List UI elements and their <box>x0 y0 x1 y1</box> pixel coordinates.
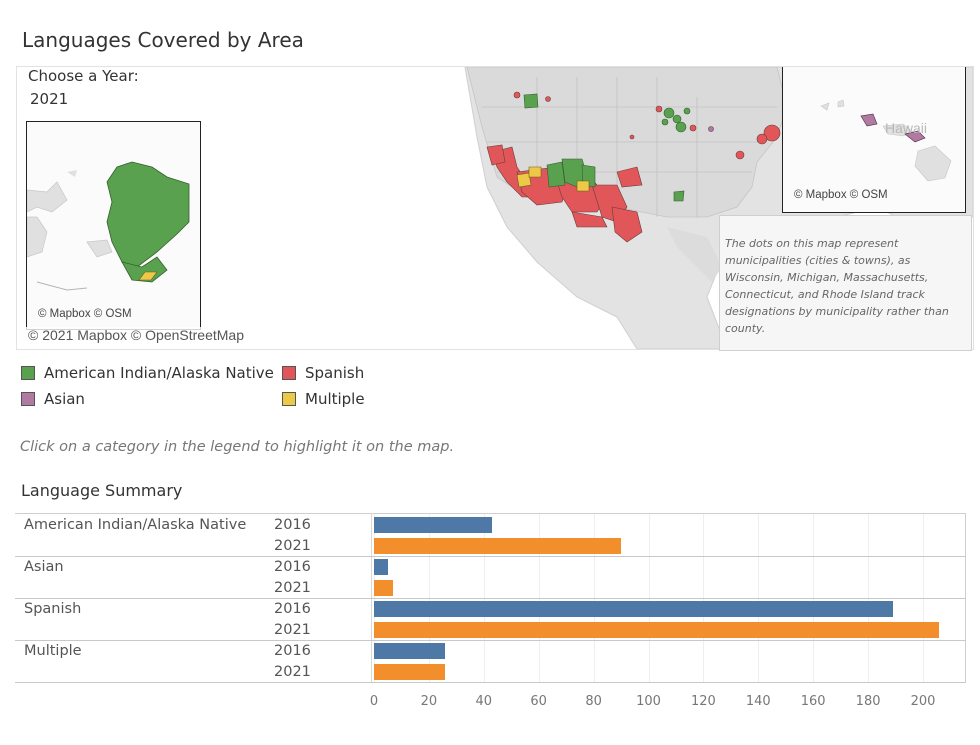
page-title: Languages Covered by Area <box>22 28 304 52</box>
series-year-label: 2021 <box>274 664 311 680</box>
year-filter-label: Choose a Year: <box>28 67 139 85</box>
map-tooltip: The dots on this map represent municipal… <box>719 215 972 351</box>
multiple-regions[interactable] <box>516 166 590 192</box>
language-summary-chart[interactable]: American Indian/Alaska Native 2016 2021 Asi… <box>15 513 966 718</box>
x-tick-label: 160 <box>800 694 826 709</box>
x-tick-label: 80 <box>585 694 602 709</box>
x-tick-label: 40 <box>475 694 493 709</box>
x-tick-label: 20 <box>420 694 438 709</box>
bar[interactable] <box>374 559 388 575</box>
row-separator <box>15 682 966 683</box>
legend-label: Spanish <box>305 364 365 382</box>
category-label: Asian <box>24 559 64 575</box>
x-tick-label: 100 <box>636 694 661 709</box>
x-tick-label: 0 <box>369 694 379 709</box>
row-separator <box>15 556 966 557</box>
bar[interactable] <box>374 538 622 554</box>
bar[interactable] <box>374 622 940 638</box>
legend-item-spanish[interactable]: Spanish <box>282 364 364 382</box>
legend-swatch <box>21 366 35 380</box>
hawaii-attribution: © Mapbox © OSM <box>794 189 888 201</box>
category-label: American Indian/Alaska Native <box>24 517 247 533</box>
legend-label: American Indian/Alaska Native <box>44 364 274 382</box>
series-year-label: 2016 <box>274 601 311 617</box>
alaska-map <box>27 161 190 291</box>
american-indian-regions[interactable] <box>523 93 691 202</box>
bar[interactable] <box>374 601 893 617</box>
series-year-label: 2021 <box>274 580 311 596</box>
alaska-inset[interactable]: © Mapbox © OSM <box>26 121 201 330</box>
hawaii-map <box>820 99 952 182</box>
chart-frame-top <box>15 513 966 514</box>
alaska-attribution: © Mapbox © OSM <box>38 308 132 320</box>
legend-label: Multiple <box>305 390 365 408</box>
row-separator <box>15 640 966 641</box>
x-tick-label: 200 <box>910 694 936 709</box>
asian-regions[interactable] <box>708 126 714 132</box>
row-separator <box>15 598 966 599</box>
map-panel[interactable]: © Mapbox © OSM Hawaii © Mapbox © OSM <box>16 66 974 350</box>
category-label: Multiple <box>24 643 82 659</box>
legend-item-asian[interactable]: Asian <box>21 390 85 408</box>
series-year-label: 2016 <box>274 559 311 575</box>
series-year-label: 2016 <box>274 643 311 659</box>
legend-swatch <box>282 366 296 380</box>
x-tick-label: 120 <box>690 694 716 709</box>
x-tick-label: 60 <box>530 694 547 709</box>
legend-hint: Click on a category in the legend to hig… <box>20 439 455 455</box>
legend-item-multiple[interactable]: Multiple <box>282 390 365 408</box>
bar[interactable] <box>374 664 446 680</box>
legend-swatch <box>21 392 35 406</box>
x-tick-label: 140 <box>745 694 771 709</box>
bar[interactable] <box>374 643 446 659</box>
x-tick-label: 180 <box>855 694 881 709</box>
summary-title: Language Summary <box>21 481 183 500</box>
bar[interactable] <box>374 580 394 596</box>
hawaii-label: Hawaii <box>885 120 928 136</box>
series-year-label: 2016 <box>274 517 311 533</box>
legend-label: Asian <box>44 390 85 408</box>
category-label: Spanish <box>24 601 82 617</box>
hawaii-inset[interactable]: Hawaii © Mapbox © OSM <box>782 67 966 213</box>
series-year-label: 2021 <box>274 622 311 638</box>
series-year-label: 2021 <box>274 538 311 554</box>
legend-swatch <box>282 392 296 406</box>
year-filter-value[interactable]: 2021 <box>30 90 69 108</box>
legend-item-american-indian[interactable]: American Indian/Alaska Native <box>21 364 274 382</box>
map-attribution[interactable]: © 2021 Mapbox © OpenStreetMap <box>26 327 246 343</box>
gulf-coast <box>667 227 722 282</box>
bar[interactable] <box>374 517 493 533</box>
